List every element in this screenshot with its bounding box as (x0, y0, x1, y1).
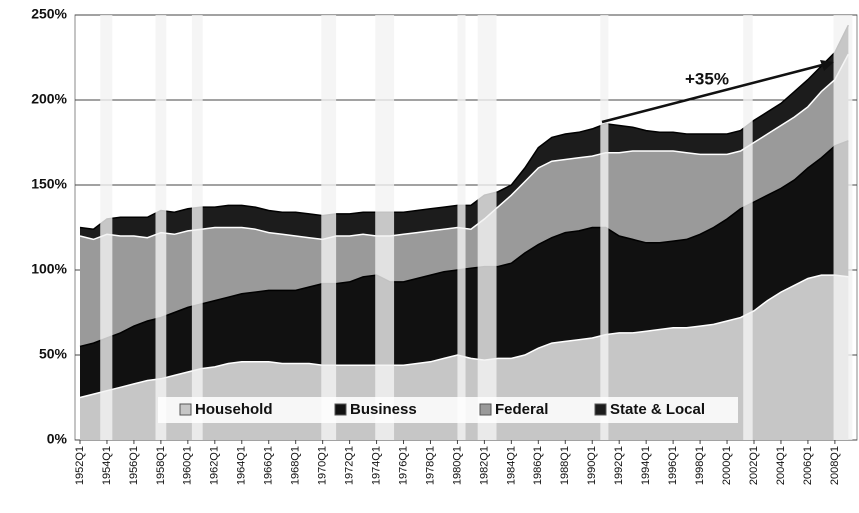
recession-bar (457, 15, 466, 440)
x-tick-label: 1966Q1 (263, 446, 275, 485)
x-tick-label: 1986Q1 (532, 446, 544, 485)
legend-label: State & Local (610, 401, 705, 418)
x-tick-label: 2006Q1 (802, 446, 814, 485)
x-tick-label: 1972Q1 (344, 446, 356, 485)
y-tick-label: 250% (31, 6, 67, 22)
legend-swatch (334, 403, 347, 416)
annotation: +35% (685, 69, 729, 88)
y-tick-label: 0% (47, 431, 68, 447)
x-tick-label: 1992Q1 (613, 446, 625, 485)
x-tick-label: 1964Q1 (236, 446, 248, 485)
x-tick-label: 1976Q1 (397, 446, 409, 485)
legend-label: Household (195, 401, 273, 418)
x-tick-label: 1978Q1 (424, 446, 436, 485)
arrow-head (820, 60, 834, 71)
x-tick-label: 1984Q1 (505, 446, 517, 485)
x-tick-label: 1996Q1 (667, 446, 679, 485)
arrow (601, 62, 827, 124)
x-tick-label: 1960Q1 (182, 446, 194, 485)
x-tick-label: 1962Q1 (209, 446, 221, 485)
legend: Household Business Federal State & Local (158, 397, 738, 423)
area (80, 54, 849, 347)
legend-swatch (594, 403, 607, 416)
x-tick-label: 1956Q1 (128, 446, 140, 485)
x-tick-label: 2000Q1 (721, 446, 733, 485)
y-tick-label: 50% (39, 346, 68, 362)
x-tick-label: 1958Q1 (155, 446, 167, 485)
legend-swatch (479, 403, 492, 416)
legend-label: Business (350, 401, 417, 418)
x-tick-label: 1970Q1 (317, 446, 329, 485)
x-tick-label: 1974Q1 (370, 446, 382, 485)
y-tick-label: 150% (31, 176, 67, 192)
y-tick-label: 200% (31, 91, 67, 107)
x-tick-label: 2002Q1 (748, 446, 760, 485)
recession-bar (155, 15, 167, 440)
y-tick-label: 100% (31, 261, 67, 277)
x-tick-label: 1982Q1 (478, 446, 490, 485)
legend-box (158, 397, 738, 423)
x-tick-label: 1994Q1 (640, 446, 652, 485)
recession-bar (833, 15, 853, 440)
x-tick-label: 1998Q1 (694, 446, 706, 485)
x-tick-label: 2008Q1 (829, 446, 841, 485)
x-tick-label: 2004Q1 (775, 446, 787, 485)
recession-bar (375, 15, 395, 440)
x-tick-label: 1968Q1 (290, 446, 302, 485)
x-tick-label: 1988Q1 (559, 446, 571, 485)
recession-bar (743, 15, 753, 440)
x-tick-label: 1980Q1 (451, 446, 463, 485)
legend-swatch (179, 403, 192, 416)
x-tick-label: 1990Q1 (586, 446, 598, 485)
recession-bar (321, 15, 337, 440)
recession-bar (100, 15, 113, 440)
recession-bar (191, 15, 203, 440)
x-tick-label: 1952Q1 (74, 446, 86, 485)
recession-bar (477, 15, 497, 440)
recession-bar (600, 15, 609, 440)
x-tick-label: 1954Q1 (101, 446, 113, 485)
legend-label: Federal (495, 401, 548, 418)
